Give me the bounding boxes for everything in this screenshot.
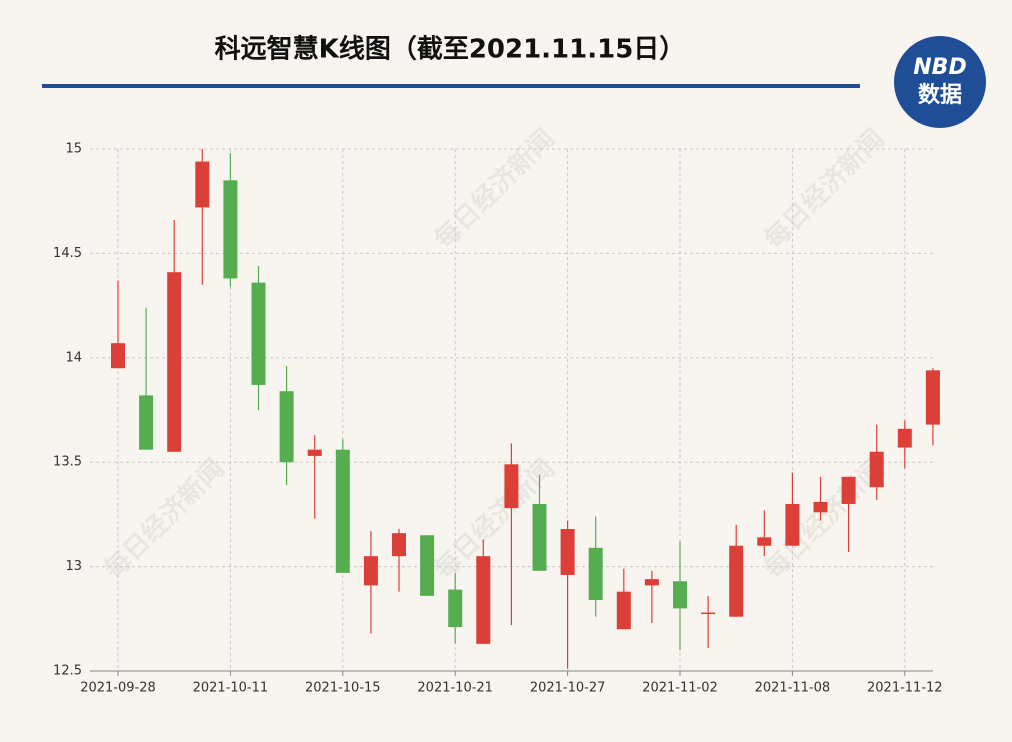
candle-body <box>869 451 884 488</box>
candle-body <box>335 449 350 573</box>
candle-body <box>588 547 603 601</box>
candle-body <box>785 503 800 546</box>
x-tick-label: 2021-11-12 <box>867 681 943 696</box>
candle-body <box>560 529 575 575</box>
watermark: 每日经济新闻 <box>428 123 560 255</box>
candle-body <box>897 428 912 448</box>
candle-body <box>392 533 406 557</box>
x-tick-label: 2021-10-27 <box>530 681 606 696</box>
x-tick-label: 2021-10-11 <box>193 681 269 696</box>
y-tick-label: 13 <box>65 559 82 574</box>
candle-body <box>813 501 828 513</box>
candle-body <box>420 535 435 596</box>
chart-title: 科远智慧K线图（截至2021.11.15日） <box>215 35 686 65</box>
candle-body <box>841 476 856 504</box>
candle-body <box>448 589 463 628</box>
candle-body <box>139 395 154 450</box>
candle-body <box>363 556 378 586</box>
candle-body <box>476 556 491 644</box>
x-tick-label: 2021-09-28 <box>80 681 156 696</box>
candle-body <box>167 272 182 452</box>
candle-body <box>616 591 631 630</box>
candle-body <box>925 370 940 425</box>
y-tick-label: 13.5 <box>53 455 82 470</box>
candle-body <box>307 449 322 456</box>
y-tick-label: 15 <box>65 142 82 157</box>
y-tick-label: 12.5 <box>53 664 82 679</box>
watermark: 每日经济新闻 <box>758 123 890 255</box>
candle-body <box>644 579 659 586</box>
title-rule <box>42 84 860 88</box>
logo-text: NBD <box>913 55 966 80</box>
candle-body <box>673 581 687 609</box>
candle-body <box>223 180 238 279</box>
candle-body <box>729 545 744 617</box>
logo-text: 数据 <box>918 82 962 108</box>
candle-body <box>195 161 210 208</box>
y-tick-label: 14.5 <box>53 246 82 261</box>
logo <box>894 36 986 128</box>
candle-body <box>532 503 547 571</box>
candle-body <box>251 282 266 385</box>
candle-body <box>701 612 716 615</box>
x-tick-label: 2021-11-08 <box>755 681 831 696</box>
x-tick-label: 2021-11-02 <box>642 681 718 696</box>
candle-body <box>757 537 772 546</box>
candle-body <box>504 464 519 509</box>
y-tick-label: 14 <box>65 350 82 365</box>
x-tick-label: 2021-10-21 <box>417 681 493 696</box>
candle-body <box>111 343 125 369</box>
x-tick-label: 2021-10-15 <box>305 681 381 696</box>
candle-body <box>279 391 294 463</box>
